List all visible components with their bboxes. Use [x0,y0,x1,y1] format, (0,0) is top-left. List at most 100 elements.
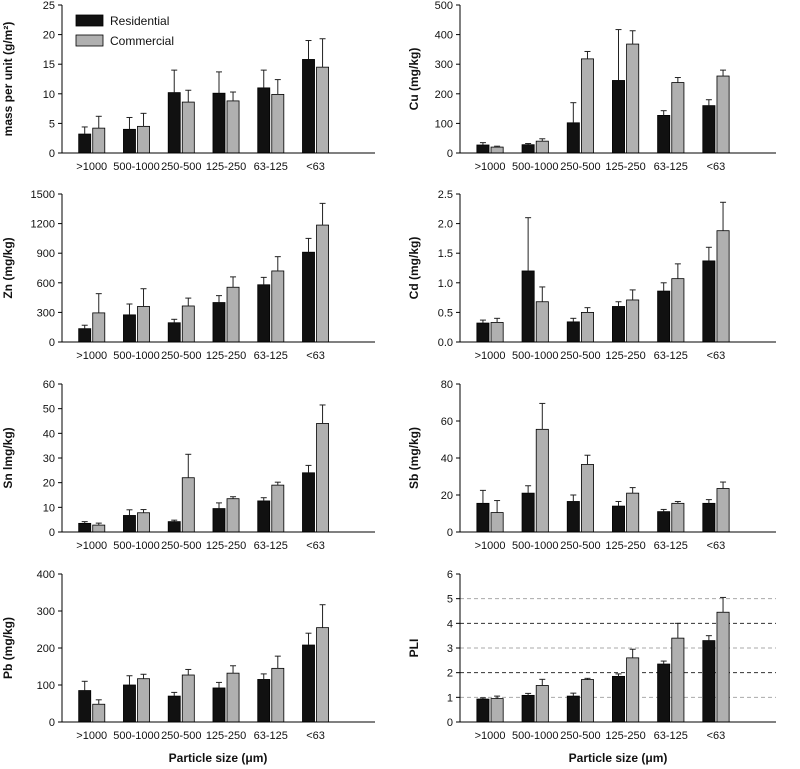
x-tick-label: 500-1000 [512,161,559,173]
bar-commercial [316,224,329,343]
bar-residential [257,87,271,154]
x-tick-label: 125-250 [206,161,246,173]
bar-commercial [181,305,195,343]
y-tick-label: 400 [37,569,55,581]
y-tick-label: 0 [447,527,453,539]
y-axis-label: mass per unit (g/m²) [1,22,15,137]
x-tick-label: 125-250 [605,730,645,742]
y-tick-label: 80 [441,379,453,391]
bar-residential [302,251,315,343]
bar-commercial [271,93,285,154]
bar-residential [78,690,92,723]
y-tick-label: 100 [37,680,55,692]
bar-commercial [226,498,240,533]
x-tick-label: 500-1000 [512,540,559,552]
bar-residential [612,80,625,154]
bar-commercial [137,306,150,343]
x-axis-title-right: Particle size (μm) [569,751,668,765]
y-tick-label: 4 [447,618,453,630]
legend-swatch-commercial [75,34,104,47]
y-tick-label: 2.0 [438,219,453,231]
x-tick-label: 63-125 [654,350,688,362]
x-tick-label: 125-250 [605,350,645,362]
x-tick-label: 500-1000 [512,730,559,742]
bar-commercial [226,286,240,343]
bar-residential [566,695,580,723]
y-tick-label: 20 [441,490,453,502]
legend-label-commercial: Commercial [110,34,174,48]
x-tick-label: <63 [306,730,325,742]
y-tick-label: 0.0 [438,337,453,349]
bar-commercial [626,492,640,533]
bar-residential [78,522,92,533]
bar-commercial [626,299,640,343]
bar-residential [521,270,535,343]
bar-commercial [137,678,150,723]
bar-commercial [271,484,285,533]
bar-commercial [181,477,195,533]
bar-residential [612,505,625,533]
bar-commercial [671,502,685,533]
bar-residential [257,500,271,533]
bar-residential [612,306,625,343]
x-tick-label: 63-125 [654,161,688,173]
x-tick-label: >1000 [475,161,506,173]
bar-residential [123,684,136,723]
bar-residential [123,314,136,343]
x-tick-label: <63 [306,540,325,552]
chart-panel: 0 5 10 15 20 25 >1000 500-1000 250-500 125-250 63-… [1,0,375,173]
x-tick-label: >1000 [76,350,107,362]
x-tick-label: 250-500 [161,540,201,552]
bar-commercial [316,66,329,154]
bar-commercial [316,627,329,723]
chart-panel: 0 20 40 60 80 >1000 500-1000 250-500 125-250 63-1… [407,379,776,552]
bar-commercial [716,75,730,154]
x-tick-label: 500-1000 [113,161,160,173]
x-tick-label: 63-125 [654,730,688,742]
x-tick-label: 250-500 [560,730,600,742]
bar-commercial [226,672,240,723]
y-tick-label: 50 [43,404,55,416]
bar-commercial [671,637,685,723]
x-tick-label: >1000 [475,540,506,552]
bar-residential [702,260,716,343]
x-tick-label: <63 [707,730,726,742]
bar-commercial [580,679,594,723]
bar-residential [521,492,535,533]
bar-commercial [580,58,594,154]
x-tick-label: 63-125 [254,540,288,552]
x-tick-label: 500-1000 [113,540,160,552]
x-tick-label: >1000 [76,161,107,173]
x-tick-label: >1000 [76,730,107,742]
bar-residential [257,679,271,723]
x-tick-label: 500-1000 [512,350,559,362]
bar-commercial [716,230,730,343]
x-tick-label: <63 [707,350,726,362]
x-tick-label: >1000 [475,730,506,742]
x-tick-label: >1000 [76,540,107,552]
y-axis-label: Zn (mg/kg) [1,237,15,298]
y-tick-label: 6 [447,569,453,581]
bar-residential [702,640,716,723]
bar-residential [167,695,181,723]
bar-residential [566,321,580,343]
x-tick-label: 500-1000 [113,350,160,362]
legend-swatch-residential [75,14,104,27]
x-tick-label: <63 [306,161,325,173]
bar-commercial [490,146,504,154]
bar-commercial [671,82,685,154]
chart-panel: 0.0 0.5 1.0 1.5 2.0 2.5 >1000 500-1000 250-500 12… [407,189,776,362]
y-tick-label: 60 [441,416,453,428]
x-tick-label: 63-125 [654,540,688,552]
y-tick-label: 20 [43,478,55,490]
bar-residential [566,501,580,533]
bar-commercial [580,311,594,343]
y-tick-label: 300 [435,59,453,71]
bar-residential [476,144,490,154]
y-tick-label: 20 [43,30,55,42]
y-tick-label: 25 [43,0,55,12]
x-tick-label: >1000 [475,350,506,362]
legend: Residential Commercial [75,14,174,48]
y-tick-label: 60 [43,379,55,391]
bar-residential [302,472,315,533]
